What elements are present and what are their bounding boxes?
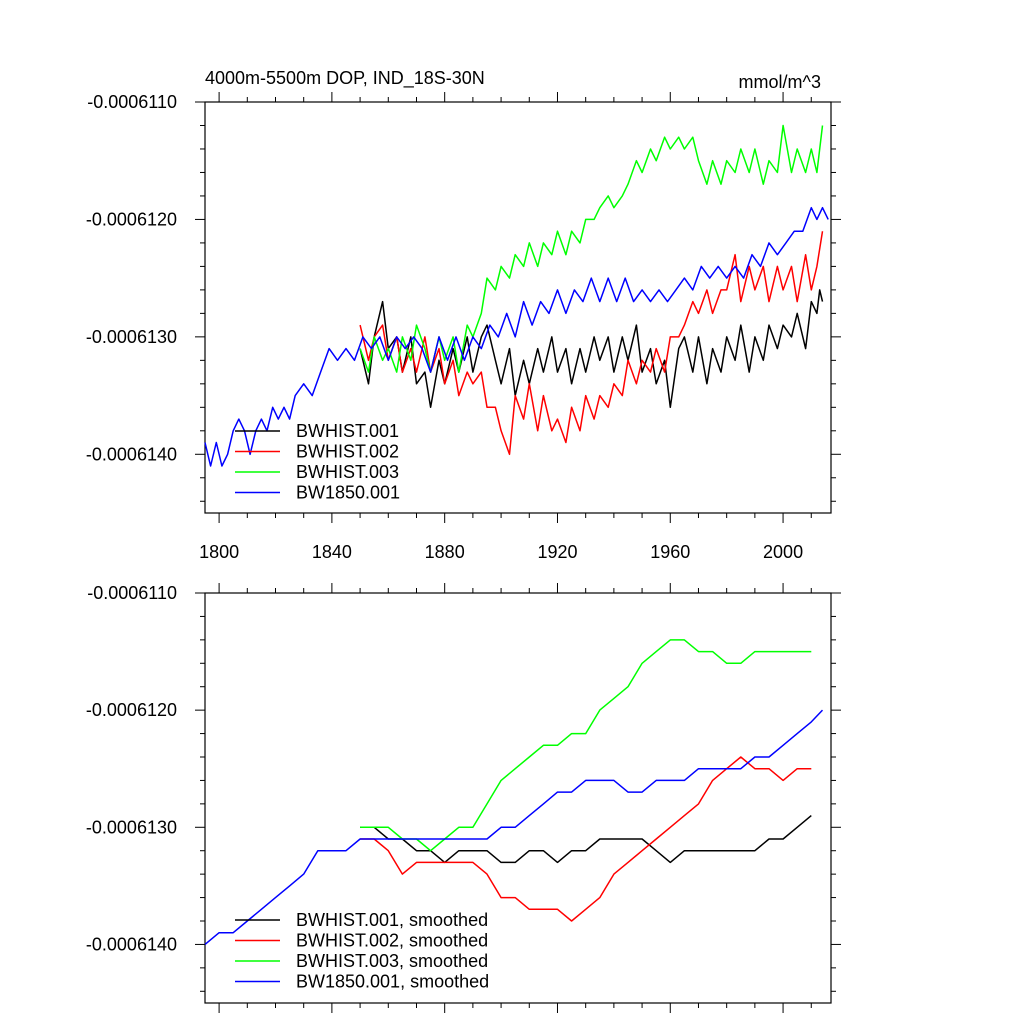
legend-label: BWHIST.001, smoothed bbox=[296, 910, 488, 930]
legend-label: BWHIST.002 bbox=[296, 442, 399, 462]
y-tick-label: -0.0006140 bbox=[86, 934, 177, 954]
legend-label: BWHIST.003, smoothed bbox=[296, 951, 488, 971]
series-line-2 bbox=[360, 639, 812, 852]
series-line-0 bbox=[359, 289, 824, 409]
y-tick-label: -0.0006140 bbox=[86, 444, 177, 464]
chart-title: 4000m-5500m DOP, IND_18S-30N bbox=[205, 68, 485, 89]
y-tick-label: -0.0006130 bbox=[86, 327, 177, 347]
y-tick-label: -0.0006120 bbox=[86, 209, 177, 229]
series-line-3 bbox=[204, 206, 829, 467]
series-line-1 bbox=[359, 231, 824, 456]
y-tick-label: -0.0006120 bbox=[86, 700, 177, 720]
y-tick-label: -0.0006110 bbox=[87, 92, 177, 112]
series-line-2 bbox=[359, 124, 824, 373]
series-line-3 bbox=[204, 709, 824, 945]
plot-frame bbox=[204, 592, 832, 1004]
x-tick-label: 1800 bbox=[199, 542, 239, 562]
legend-label: BWHIST.002, smoothed bbox=[296, 931, 488, 951]
units-label: mmol/m^3 bbox=[739, 72, 821, 92]
x-tick-label: 1840 bbox=[312, 542, 352, 562]
y-tick-label: -0.0006130 bbox=[86, 817, 177, 837]
y-tick-label: -0.0006110 bbox=[87, 583, 177, 603]
legend-label: BWHIST.003 bbox=[296, 462, 399, 482]
top-chart-panel: 1800 1840 1880 1920 1960 2000 -0.0006110 -0.000… bbox=[86, 68, 841, 562]
x-tick-label: 1880 bbox=[425, 542, 465, 562]
x-tick-label: 1960 bbox=[650, 542, 690, 562]
series-line-1 bbox=[360, 756, 812, 922]
legend-label: BW1850.001, smoothed bbox=[296, 972, 489, 992]
legend-label: BW1850.001 bbox=[296, 483, 400, 503]
series-line-0 bbox=[360, 815, 812, 864]
bottom-chart-panel: -0.0006110 -0.0006120 -0.0006130 -0.0006140… bbox=[86, 583, 841, 1013]
x-tick-label: 1920 bbox=[537, 542, 577, 562]
legend-label: BWHIST.001 bbox=[296, 421, 399, 441]
x-tick-label: 2000 bbox=[763, 542, 803, 562]
plot-frame bbox=[204, 101, 832, 514]
